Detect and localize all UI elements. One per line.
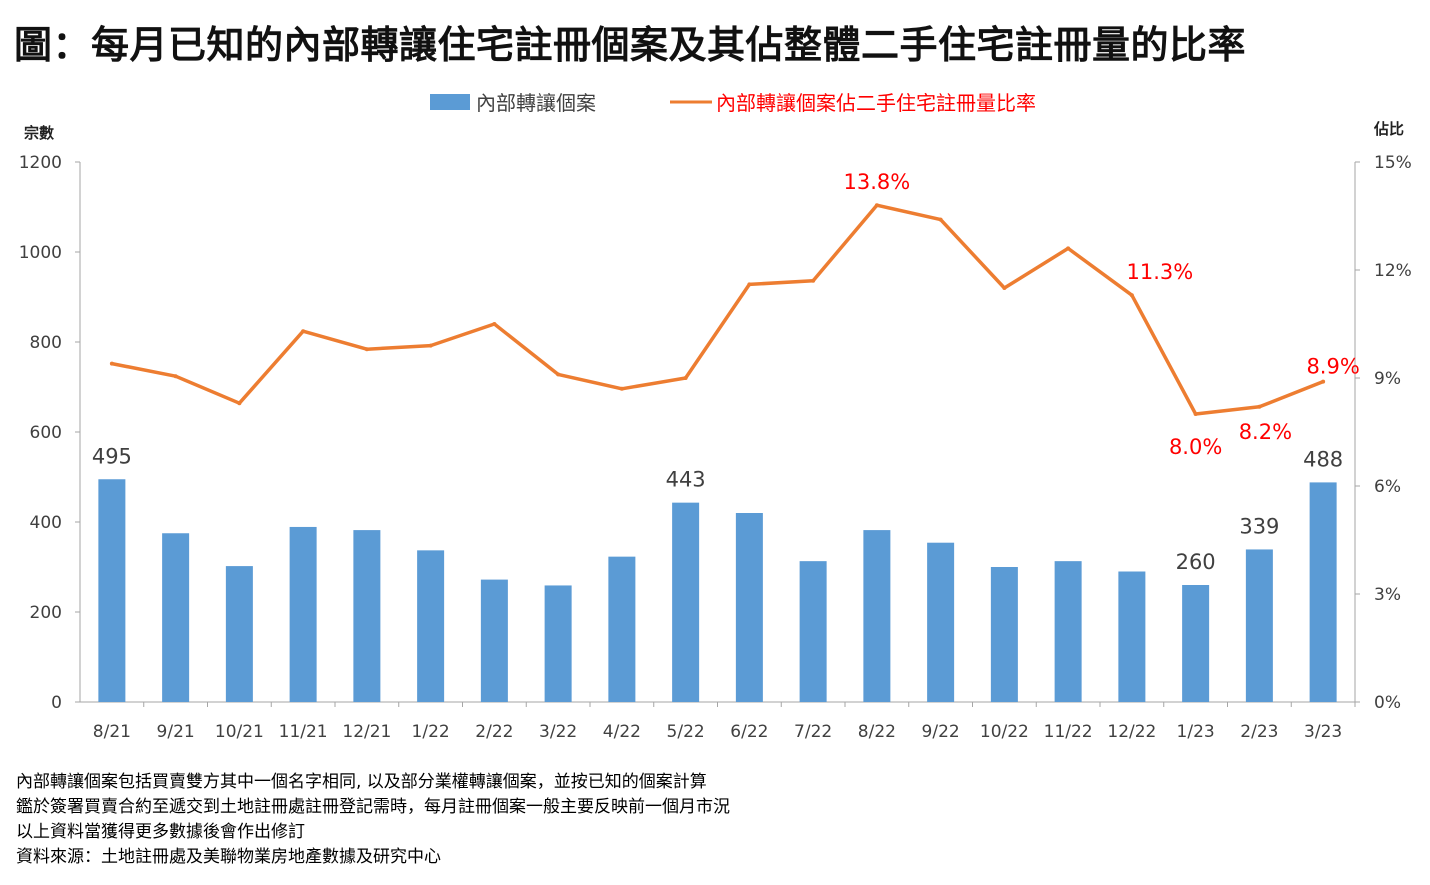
y-right-axis-title: 佔比 bbox=[1373, 120, 1404, 138]
x-tick-label: 12/22 bbox=[1107, 722, 1156, 742]
bar-data-label: 488 bbox=[1303, 447, 1343, 471]
y-right-tick-label: 0% bbox=[1374, 693, 1401, 713]
x-tick-label: 9/21 bbox=[157, 722, 195, 742]
x-tick-label: 11/21 bbox=[279, 722, 328, 742]
legend-line-label: 內部轉讓個案佔二手住宅註冊量比率 bbox=[716, 91, 1036, 115]
ratio-point bbox=[747, 282, 752, 287]
y-right-tick-label: 12% bbox=[1374, 261, 1412, 281]
bar bbox=[1245, 549, 1273, 702]
x-tick-label: 10/21 bbox=[215, 722, 264, 742]
bar-data-label: 260 bbox=[1176, 550, 1216, 574]
ratio-line bbox=[111, 203, 1324, 416]
line-data-label: 8.9% bbox=[1306, 355, 1359, 379]
ratio-point bbox=[874, 203, 879, 208]
x-tick-label: 10/22 bbox=[980, 722, 1029, 742]
x-tick-label: 7/22 bbox=[794, 722, 832, 742]
bar bbox=[544, 585, 572, 702]
y-left-tick-label: 800 bbox=[30, 333, 62, 353]
x-tick-label: 8/22 bbox=[858, 722, 896, 742]
ratio-point bbox=[811, 278, 816, 283]
ratio-point bbox=[237, 401, 242, 406]
bar bbox=[863, 530, 891, 702]
bar-data-label: 495 bbox=[92, 444, 132, 468]
x-tick-label: 5/22 bbox=[667, 722, 705, 742]
bar bbox=[98, 479, 126, 702]
ratio-point bbox=[1066, 246, 1071, 251]
footnote-line: 以上資料當獲得更多數據後會作出修訂 bbox=[16, 822, 305, 842]
x-tick-label: 2/22 bbox=[475, 722, 513, 742]
ratio-point bbox=[1002, 286, 1007, 290]
x-tick-label: 12/21 bbox=[342, 722, 391, 742]
x-tick-label: 1/23 bbox=[1177, 722, 1215, 742]
y-right-tick-label: 3% bbox=[1374, 585, 1401, 605]
y-right-tick-label: 6% bbox=[1374, 477, 1401, 497]
y-right-tick-label: 15% bbox=[1374, 153, 1412, 173]
ratio-point bbox=[364, 347, 369, 352]
ratio-point bbox=[109, 361, 114, 366]
footnote-line: 內部轉讓個案包括買賣雙方其中一個名字相同, 以及部分業權轉讓個案，並按已知的個案… bbox=[16, 772, 707, 792]
y-left-tick-label: 400 bbox=[30, 513, 62, 533]
bar bbox=[480, 579, 508, 702]
ratio-point bbox=[1129, 293, 1134, 298]
bar bbox=[289, 526, 317, 702]
bar bbox=[1054, 561, 1082, 702]
x-tick-label: 4/22 bbox=[603, 722, 641, 742]
x-tick-label: 2/23 bbox=[1240, 722, 1278, 742]
x-tick-label: 3/23 bbox=[1304, 722, 1342, 742]
bar bbox=[799, 561, 827, 702]
bar bbox=[162, 533, 190, 702]
x-tick-label: 3/22 bbox=[539, 722, 577, 742]
y-left-tick-label: 600 bbox=[30, 423, 62, 443]
legend-bar-swatch bbox=[430, 94, 470, 110]
footnote-line: 資料來源：土地註冊處及美聯物業房地產數據及研究中心 bbox=[16, 847, 441, 867]
ratio-point bbox=[556, 372, 561, 377]
x-tick-label: 8/21 bbox=[93, 722, 131, 742]
ratio-point bbox=[619, 386, 624, 391]
bar bbox=[672, 502, 700, 702]
line-data-label: 11.3% bbox=[1127, 260, 1194, 284]
bar bbox=[1118, 571, 1146, 702]
y-left-axis-title: 宗數 bbox=[24, 124, 54, 142]
ratio-point bbox=[428, 343, 433, 348]
bar bbox=[353, 530, 381, 702]
bar bbox=[608, 556, 636, 702]
x-tick-label: 1/22 bbox=[412, 722, 450, 742]
y-left-tick-label: 1200 bbox=[19, 153, 62, 173]
page-title: 圖：每月已知的內部轉讓住宅註冊個案及其佔整體二手住宅註冊量的比率 bbox=[14, 23, 1247, 67]
y-right-tick-label: 9% bbox=[1374, 369, 1401, 389]
ratio-point bbox=[938, 217, 943, 222]
ratio-point bbox=[1257, 404, 1262, 409]
footnotes: 內部轉讓個案包括買賣雙方其中一個名字相同, 以及部分業權轉讓個案，並按已知的個案… bbox=[16, 770, 730, 870]
line-data-label: 8.0% bbox=[1169, 435, 1222, 459]
ratio-point bbox=[492, 322, 497, 326]
y-left-tick-label: 200 bbox=[30, 603, 62, 623]
line-data-label: 8.2% bbox=[1239, 420, 1292, 444]
y-left-tick-label: 1000 bbox=[19, 243, 62, 263]
x-tick-label: 11/22 bbox=[1044, 722, 1093, 742]
ratio-point bbox=[1193, 412, 1198, 416]
ratio-point bbox=[683, 376, 688, 380]
bar bbox=[1309, 482, 1337, 702]
ratio-point bbox=[1321, 379, 1326, 384]
line-data-label: 13.8% bbox=[844, 170, 911, 194]
footnote-line: 鑑於簽署買賣合約至遞交到土地註冊處註冊登記需時，每月註冊個案一般主要反映前一個月… bbox=[16, 797, 730, 817]
bar-data-label: 339 bbox=[1239, 514, 1279, 538]
ratio-point bbox=[173, 374, 178, 379]
bar-data-label: 443 bbox=[666, 468, 706, 492]
bar bbox=[990, 567, 1018, 702]
x-tick-label: 6/22 bbox=[730, 722, 768, 742]
y-left-tick-label: 0 bbox=[51, 693, 62, 713]
bar bbox=[927, 542, 955, 702]
bar bbox=[1182, 585, 1210, 702]
bar bbox=[417, 550, 445, 702]
x-tick-label: 9/22 bbox=[922, 722, 960, 742]
bar bbox=[735, 513, 763, 702]
bar bbox=[225, 566, 253, 702]
ratio-point bbox=[301, 329, 306, 334]
legend-bar-label: 內部轉讓個案 bbox=[476, 91, 596, 115]
